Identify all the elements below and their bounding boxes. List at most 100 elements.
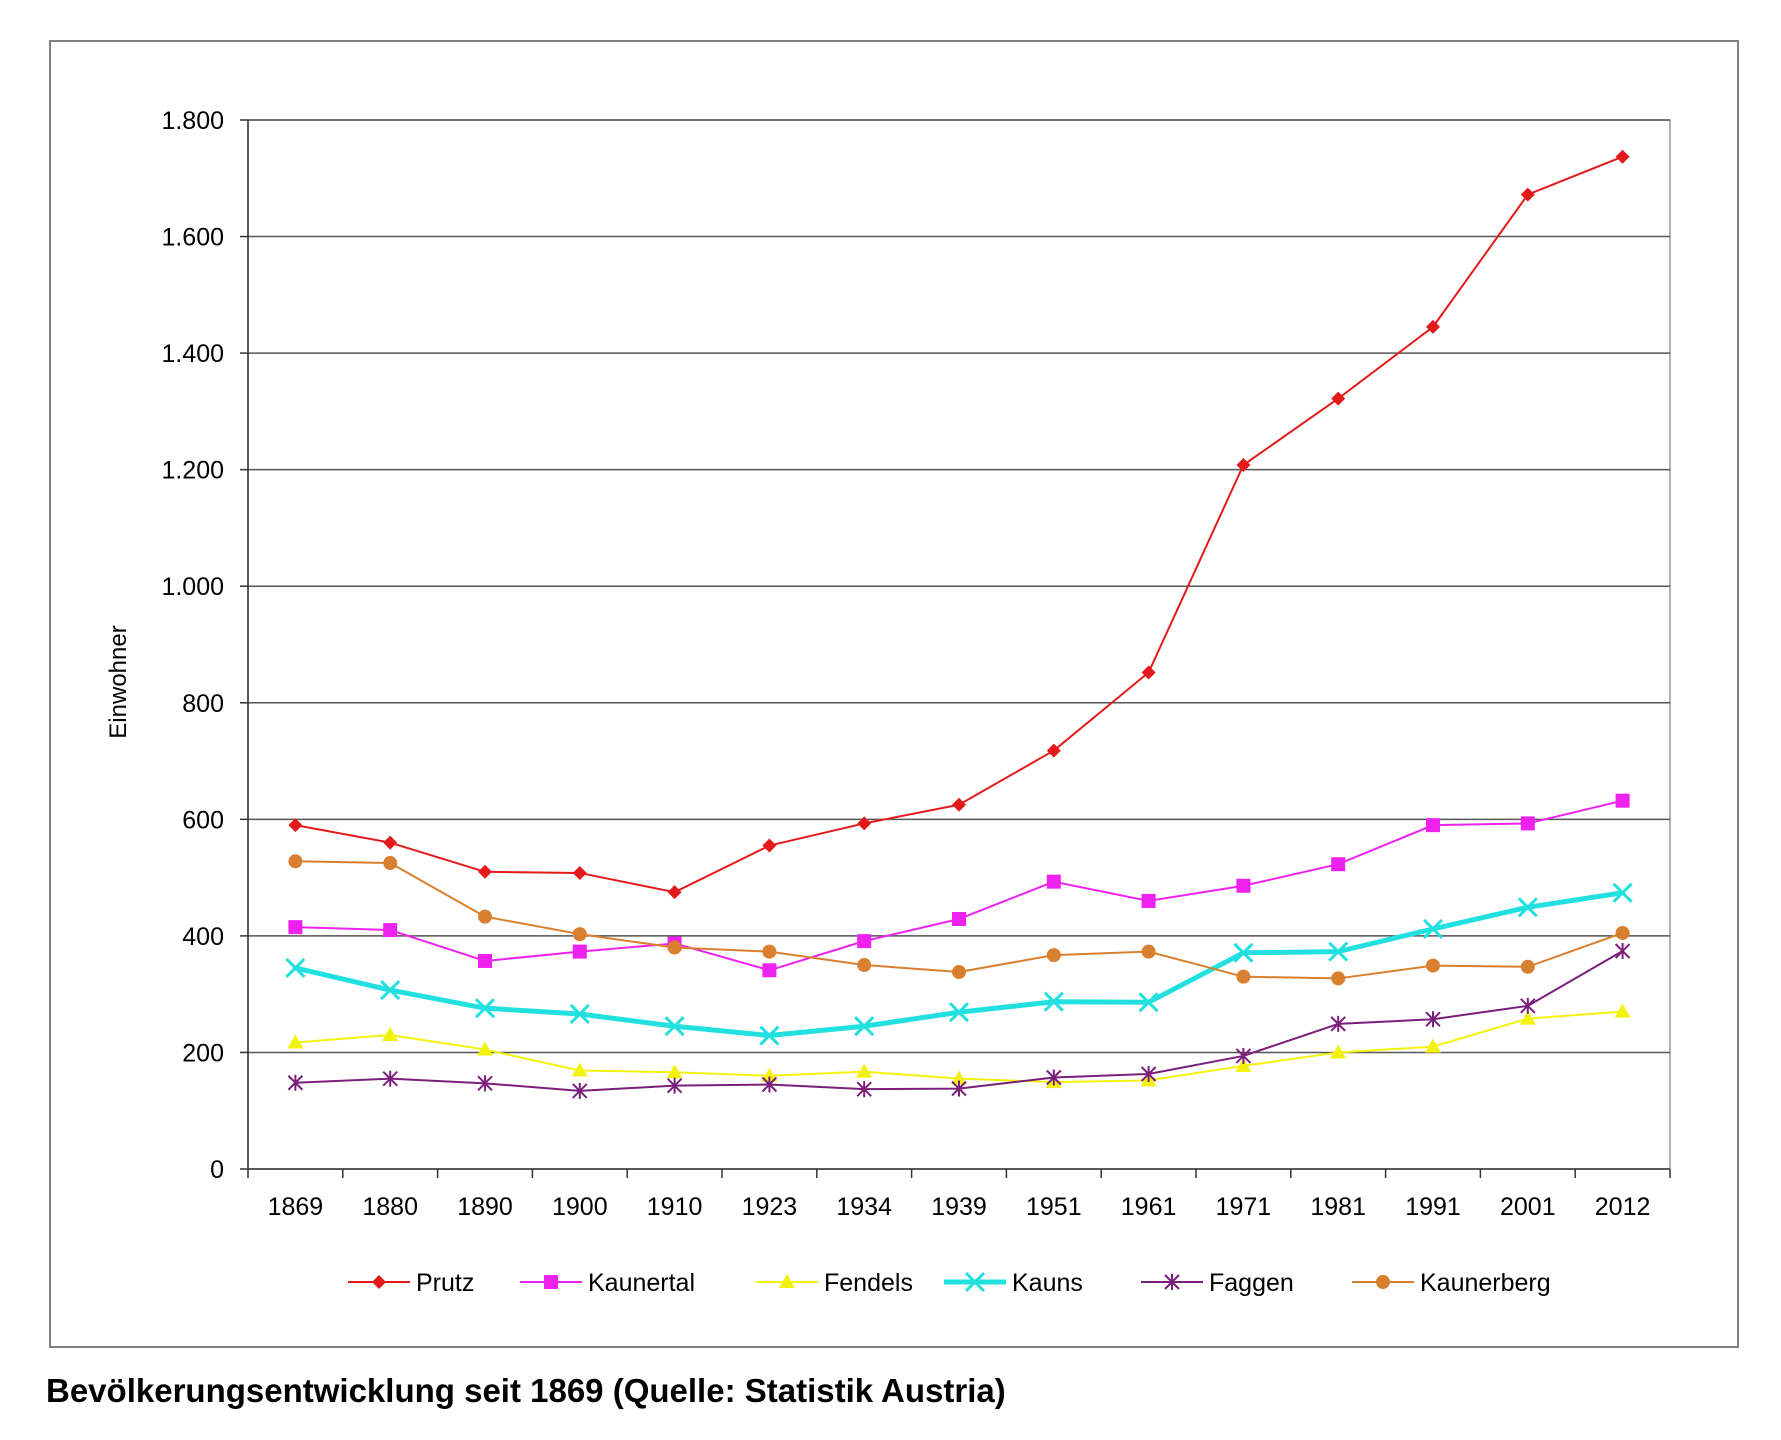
series-kauns	[285, 882, 1633, 1046]
data-point	[951, 1070, 967, 1085]
legend-marker	[1164, 1274, 1180, 1290]
x-tick-label: 1923	[742, 1193, 798, 1221]
data-point	[762, 963, 777, 978]
data-point	[1520, 997, 1536, 1014]
data-point	[1233, 942, 1254, 963]
legend: Prutz Kaunertal Fendels Kauns Faggen Kaunerbe…	[348, 1269, 1551, 1297]
x-tick-label: 1991	[1405, 1193, 1461, 1221]
data-point	[1425, 1038, 1441, 1053]
x-tick-label: 1890	[457, 1193, 513, 1221]
x-tick-label: 1951	[1026, 1193, 1082, 1221]
data-point	[856, 1081, 872, 1098]
y-tick-label: 200	[182, 1039, 224, 1067]
data-point	[287, 1074, 304, 1091]
data-point	[1520, 816, 1535, 831]
data-point	[666, 1077, 683, 1094]
data-point	[1331, 391, 1346, 406]
legend-marker	[372, 1275, 386, 1289]
data-point	[1425, 1011, 1441, 1028]
data-point	[288, 854, 303, 869]
data-point	[1328, 941, 1349, 962]
y-tick-label: 1.600	[161, 224, 224, 252]
data-point	[1615, 149, 1630, 164]
series-kaunerberg	[288, 854, 1630, 986]
data-point	[478, 864, 492, 879]
data-point	[1331, 971, 1346, 986]
legend-item-prutz: Prutz	[348, 1269, 474, 1297]
data-point	[1141, 893, 1156, 908]
legend-marker	[544, 1275, 558, 1289]
data-point	[667, 940, 682, 955]
y-tick-label: 1.000	[161, 573, 224, 601]
data-point	[952, 911, 966, 926]
data-point	[1614, 943, 1631, 960]
data-point	[1614, 1003, 1631, 1018]
data-point	[383, 923, 398, 938]
data-point	[857, 934, 872, 949]
legend-label: Kaunertal	[588, 1269, 695, 1297]
data-point	[1235, 1047, 1252, 1064]
data-point	[761, 1076, 778, 1093]
data-point	[477, 1041, 493, 1056]
data-point	[572, 1082, 588, 1099]
data-point	[380, 980, 401, 1001]
data-point	[288, 818, 303, 833]
data-point	[762, 838, 777, 853]
data-point	[477, 1075, 493, 1092]
data-point	[571, 1062, 588, 1077]
data-point	[1615, 925, 1630, 940]
data-point	[1046, 948, 1061, 963]
x-tick-label: 1971	[1216, 1193, 1272, 1221]
legend-marker	[1376, 1275, 1390, 1289]
data-point	[1330, 1015, 1346, 1032]
y-axis-label: Einwohner	[105, 625, 132, 738]
data-point	[382, 1026, 399, 1041]
data-point	[664, 1016, 685, 1037]
data-point	[952, 797, 966, 812]
data-point	[666, 1064, 683, 1079]
data-point	[572, 865, 587, 880]
data-point	[1046, 1069, 1062, 1086]
legend-item-kaunerberg: Kaunerberg	[1352, 1269, 1551, 1297]
x-tick-label: 2012	[1595, 1193, 1651, 1221]
data-point	[1422, 918, 1444, 939]
data-point	[761, 1067, 778, 1082]
y-tick-label: 1.200	[161, 457, 224, 485]
data-point	[1519, 1010, 1536, 1025]
data-point	[1520, 959, 1535, 974]
data-point	[1426, 818, 1440, 833]
x-tick-label: 1880	[362, 1193, 418, 1221]
data-point	[1520, 187, 1535, 202]
data-point	[1140, 1066, 1157, 1083]
population-line-chart: 0 200 400 600 800 1.000 1.200 1.400 1.600 1.800 18…	[49, 40, 1739, 1348]
legend-item-kaunertal: Kaunertal	[520, 1269, 695, 1297]
data-point	[1141, 665, 1156, 680]
data-point	[572, 944, 587, 959]
x-tick-label: 1934	[836, 1193, 892, 1221]
legend-marker	[964, 1271, 986, 1293]
y-tick-label: 400	[182, 923, 224, 951]
x-tick-label: 1910	[647, 1193, 703, 1221]
data-point	[1046, 874, 1061, 889]
data-point	[1043, 991, 1064, 1012]
data-point	[762, 944, 777, 959]
data-point	[288, 920, 303, 935]
x-tick-label: 1961	[1121, 1193, 1177, 1221]
axes: 0 200 400 600 800 1.000 1.200 1.400 1.600 1.800 18…	[161, 107, 1671, 1221]
data-point	[1426, 958, 1440, 973]
data-point	[854, 1016, 875, 1037]
data-point	[478, 909, 492, 924]
x-tick-label: 1869	[268, 1193, 324, 1221]
legend-label: Prutz	[416, 1269, 474, 1297]
legend-label: Fendels	[824, 1269, 913, 1297]
data-point	[383, 835, 398, 850]
y-tick-label: 800	[182, 690, 224, 718]
legend-label: Faggen	[1209, 1269, 1294, 1297]
data-point	[759, 1025, 780, 1046]
data-point	[285, 957, 306, 979]
data-point	[572, 927, 587, 942]
data-point	[952, 965, 966, 980]
data-point	[478, 953, 492, 968]
data-point	[1236, 969, 1251, 984]
data-point	[383, 856, 398, 871]
